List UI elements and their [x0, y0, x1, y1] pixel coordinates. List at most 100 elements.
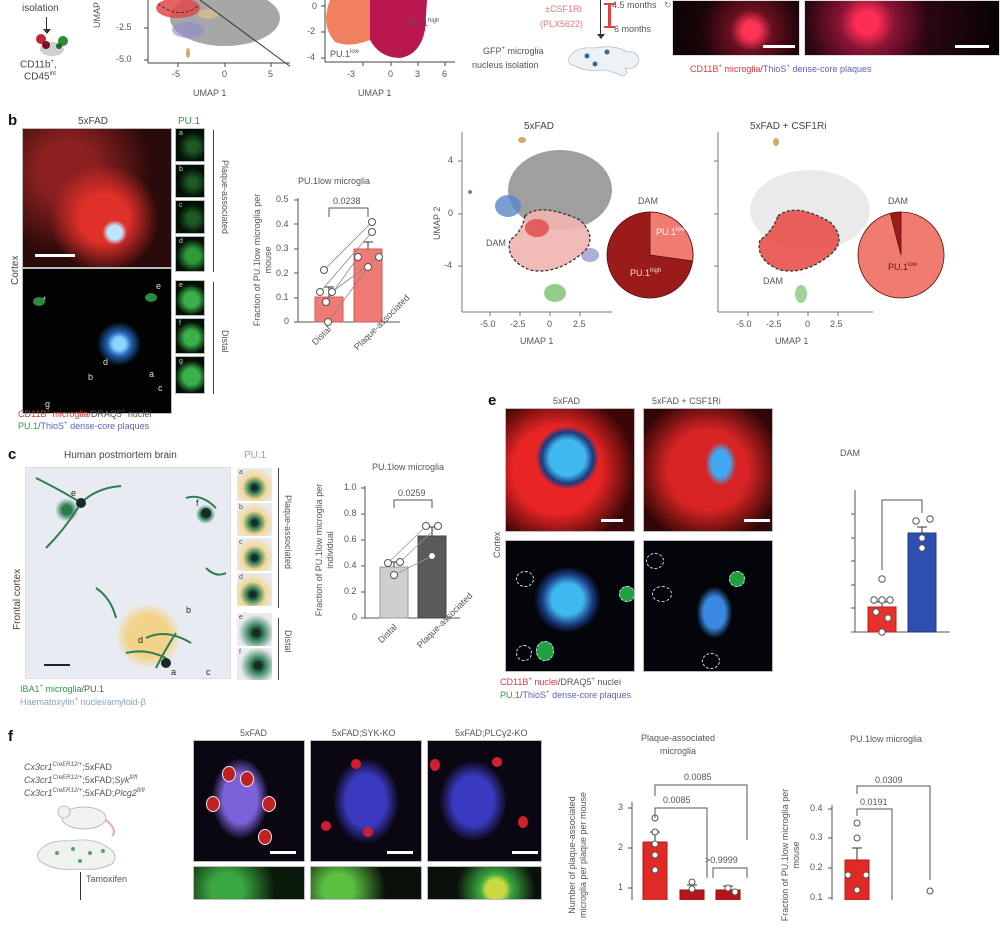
- inset-d: d: [175, 236, 205, 272]
- inset-a: a: [237, 468, 272, 501]
- panel-f-col-1: 5xFAD: [240, 728, 268, 738]
- nucleus-dot: [430, 759, 440, 771]
- nucleus-dot: [518, 816, 528, 828]
- panel-b-micrograph-top: [22, 128, 172, 268]
- time-label-1: 4.5 months: [612, 0, 657, 10]
- panel-c-micrograph: e f b d a c: [25, 467, 231, 679]
- panel-label-f: f: [8, 728, 13, 745]
- scale-bar: [512, 851, 538, 854]
- svg-text:d: d: [138, 635, 143, 645]
- chart-f2-ylabel: Fraction of PU.1low microglia per mouse: [780, 788, 801, 922]
- panel-f-micrograph-2: [310, 740, 422, 862]
- panel-f-micrograph-5: [310, 866, 422, 900]
- mouse-brain-icon: [565, 42, 645, 78]
- pvalue-label: >0.9999: [705, 855, 738, 865]
- scale-bar: [955, 45, 989, 48]
- panel-label-c: c: [8, 446, 17, 463]
- dashed-nucleus-outline: [536, 641, 554, 661]
- arrow-down-icon: [597, 34, 605, 39]
- panel-c-legend-2: Haematoxylin+ nuclei/amyloid-β: [20, 697, 146, 707]
- ytick: 0.5: [276, 194, 289, 204]
- ytick: -4: [444, 260, 453, 270]
- nucleus-dot: [321, 821, 331, 831]
- xtick: 0: [805, 319, 811, 329]
- panel-e-micrograph-2: [643, 408, 773, 532]
- pvalue-label: 0.0238: [333, 196, 361, 206]
- chart-c-bar: PU.1low microglia 0.0259 1.0 0.8 0.6 0.4…: [300, 450, 480, 650]
- umap1-xtick: -5: [172, 69, 181, 79]
- xtick: -5.0: [480, 319, 496, 329]
- group-label-distal: Distal: [283, 630, 293, 653]
- panel-b-inset-title: PU.1: [178, 116, 201, 127]
- chart-b-ylabel: Fraction of PU.1low microglia per mouse: [252, 193, 273, 327]
- nucleus-dot: [145, 293, 157, 302]
- ytick: 0.1: [276, 292, 289, 302]
- umap1-xtick: 0: [222, 69, 228, 79]
- brain-icon: [35, 835, 120, 875]
- chart-f2-title: PU.1low microglia: [850, 734, 923, 744]
- panel-label-e: e: [488, 392, 497, 409]
- scale-bar: [387, 851, 413, 854]
- micrograph-a-1: [672, 0, 800, 56]
- scale-bar: [35, 254, 75, 257]
- panel-e-col-1: 5xFAD: [553, 396, 581, 406]
- panel-b-insets: a b c d e f g: [175, 128, 205, 414]
- panel-a: isolation CD11b+, CD45int: [0, 0, 1000, 110]
- nucleus-dot: [492, 757, 502, 767]
- cell-label-cd11b: CD11b+,: [20, 59, 57, 71]
- panel-c-insets: a b c d e f: [237, 468, 272, 680]
- inset-e: e: [175, 280, 205, 316]
- xtick: -2.5: [510, 319, 526, 329]
- scale-bar: [763, 45, 795, 48]
- xtick: 2.5: [830, 319, 843, 329]
- umap2-ytick: -4: [307, 52, 316, 62]
- ytick: 0.4: [810, 803, 823, 813]
- outlined-nucleus: [222, 766, 236, 782]
- inset-d: d: [237, 573, 272, 606]
- genotype-2: Cx3cr1CreER12/+;5xFAD;Sykfl/fl: [24, 775, 138, 785]
- inset-a: a: [175, 128, 205, 162]
- chart-f1-title: Plaque-associated microglia: [640, 733, 716, 756]
- micrograph-a-2: [804, 0, 1000, 56]
- nucleus-tag-a: a: [149, 369, 155, 379]
- panel-label-b: b: [8, 112, 18, 129]
- dashed-nucleus-outline: [702, 653, 720, 669]
- ytick: 0.4: [344, 560, 357, 570]
- pie-label-low-left: PU.1low: [656, 227, 686, 237]
- nucleus-dot: [351, 759, 361, 769]
- panel-b-title: 5xFAD: [78, 116, 109, 127]
- timeline-line: [600, 0, 601, 36]
- svg-text:a: a: [171, 667, 176, 677]
- umap1-xtick: 5: [268, 69, 274, 79]
- bracket-plaque: [213, 130, 214, 272]
- pvalue-label: 0.0191: [860, 797, 888, 807]
- time-label-2: 6 months: [614, 24, 652, 34]
- umap2-xtick: 0: [388, 69, 394, 79]
- xtick: -2.5: [766, 319, 782, 329]
- umap-right-xlabel: UMAP 1: [775, 336, 809, 346]
- svg-text:b: b: [186, 605, 191, 615]
- chart-c-ylabel: Fraction of PU.1low microglia per indivi…: [314, 483, 335, 617]
- pvalue-label: 0.0259: [398, 488, 426, 498]
- chart-e-title: DAM: [840, 448, 860, 458]
- dashed-nucleus-outline: [516, 645, 532, 661]
- pvalue-label: 0.0085: [684, 772, 712, 782]
- panel-e-micrograph-4: [643, 540, 773, 672]
- ytick: 0.2: [276, 268, 289, 278]
- panel-b-micrograph-bottom: f e d b a c g: [22, 268, 172, 414]
- xtick: 2.5: [573, 319, 586, 329]
- bracket-distal: [213, 282, 214, 394]
- panel-e-micrograph-3: [505, 540, 635, 672]
- panel-c-legend-1: IBA1+ microglia/PU.1: [20, 684, 105, 694]
- dam-label-right: DAM: [763, 276, 783, 286]
- inset-e: e: [237, 613, 272, 646]
- nucleus-isolation-label-2: nucleus isolation: [472, 60, 539, 70]
- ytick: 0.6: [344, 534, 357, 544]
- panel-d: 5xFAD 5xFAD + CSF1Ri UMAP 2 4 0: [430, 110, 1000, 370]
- scale-bar: [744, 519, 770, 522]
- dashed-nucleus-outline: [619, 586, 634, 602]
- panel-b-side-label: Cortex: [10, 255, 21, 285]
- group-label-distal: Distal: [220, 330, 230, 353]
- umap-left-ylabel: UMAP 2: [432, 206, 442, 240]
- umap2-xtick: 3: [415, 69, 421, 79]
